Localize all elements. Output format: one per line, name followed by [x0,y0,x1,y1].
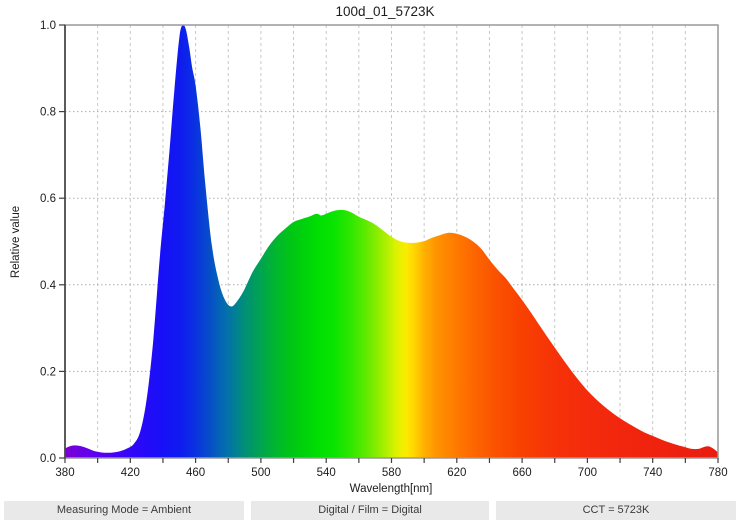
x-tick-label-540: 540 [317,467,336,479]
x-tick-label-420: 420 [121,467,140,479]
y-tick-label-0.2: 0.2 [40,366,56,378]
x-tick-label-460: 460 [186,467,205,479]
x-tick-label-620: 620 [447,467,466,479]
y-tick-label-0.6: 0.6 [40,193,56,205]
x-tick-label-500: 500 [251,467,270,479]
spectral-distribution-figure: 100d_01_5723K 380 420 460 500 540 580 620 660 70… [10,4,728,495]
y-tick-label-0.4: 0.4 [40,280,57,292]
chart-title: 100d_01_5723K [335,4,434,19]
status-bar: Measuring Mode = Ambient Digital / Film … [0,500,740,520]
status-cct: CCT = 5723K [496,501,736,520]
status-measuring-mode: Measuring Mode = Ambient [4,501,244,520]
x-axis-label: Wavelength[nm] [350,483,433,495]
y-tick-label-0.8: 0.8 [40,107,56,119]
y-tick-label-0.0: 0.0 [40,453,56,465]
y-axis-label: Relative value [10,206,22,278]
x-tick-label-660: 660 [513,467,532,479]
x-tick-label-700: 700 [578,467,597,479]
y-tick-label-1.0: 1.0 [40,20,56,32]
status-digital-film: Digital / Film = Digital [251,501,489,520]
spectrum-area-fill [65,25,718,458]
x-tick-label-780: 780 [708,467,727,479]
x-tick-label-380: 380 [55,467,74,479]
x-axis-tick-labels: 380 420 460 500 540 580 620 660 700 740 780 [55,467,727,479]
x-tick-label-580: 580 [382,467,401,479]
spectrum-chart: 100d_01_5723K 380 420 460 500 540 580 620 660 70… [10,4,728,495]
axis-ticks [59,24,719,463]
x-tick-label-740: 740 [643,467,662,479]
y-axis-tick-labels: 0.0 0.2 0.4 0.6 0.8 1.0 [40,20,57,465]
